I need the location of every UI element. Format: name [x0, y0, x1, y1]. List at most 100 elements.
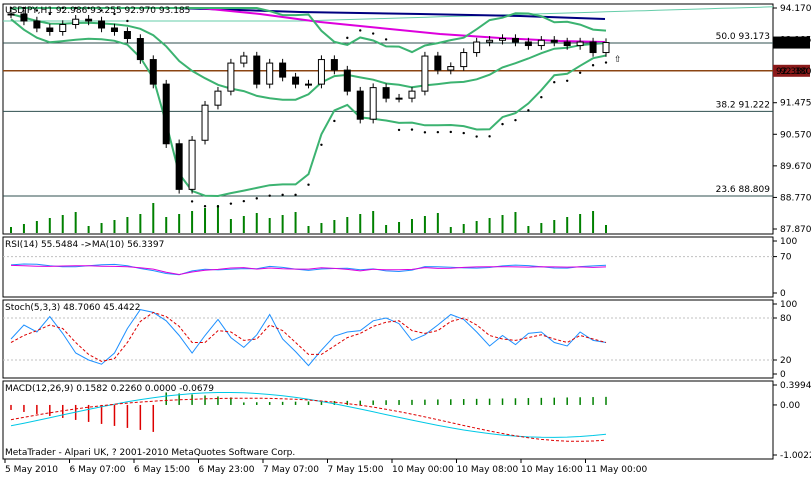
sar-dot — [436, 130, 440, 134]
price-axis-label: 94.170 — [780, 4, 811, 14]
panel-frame-3 — [2, 380, 774, 460]
candle-body — [175, 143, 183, 190]
sar-dot — [578, 71, 582, 75]
time-axis-label: 7 May 15:00 — [328, 465, 384, 475]
time-axis-label: 6 May 07:00 — [70, 465, 126, 475]
candle-body — [305, 83, 312, 86]
sar-dot — [268, 194, 271, 197]
candle-body — [279, 62, 287, 78]
fib-level-label: 50.0 93.173 — [716, 32, 770, 42]
candle-body — [460, 52, 468, 68]
candle-body — [576, 41, 584, 47]
sar-dot — [591, 64, 595, 67]
buy-arrow-icon: ⇧ — [614, 55, 622, 65]
candle-body — [162, 83, 170, 145]
sar-dot — [294, 193, 297, 197]
sar-dot — [604, 61, 608, 64]
sar-dot — [100, 9, 103, 12]
sar-dot — [216, 205, 220, 208]
sar-dot — [565, 79, 569, 82]
sar-dot — [281, 193, 284, 197]
sar-dot — [307, 183, 310, 186]
sar-dot — [449, 130, 452, 134]
time-axis-label: 6 May 15:00 — [134, 465, 190, 475]
candle-body — [72, 18, 80, 25]
candle-body — [499, 38, 507, 41]
sar-dot — [553, 80, 556, 84]
candle-body — [201, 104, 209, 141]
price-axis-label: 93.185 — [780, 36, 811, 46]
sar-dot — [410, 128, 414, 131]
rsi-ma-line — [10, 264, 607, 276]
candle-body — [7, 13, 15, 16]
candle-body — [20, 13, 28, 22]
sar-dot — [527, 109, 530, 112]
sar-dot — [333, 119, 336, 123]
price-axis-label: 91.475 — [780, 99, 811, 109]
candle-body — [85, 18, 93, 22]
candle-body — [110, 27, 118, 33]
current-price-tag — [773, 36, 810, 49]
candle-body — [46, 27, 54, 33]
candle-body — [524, 41, 532, 47]
sar-dot — [423, 131, 427, 134]
hline-price-value: 92.380 — [776, 67, 808, 77]
candle-body — [292, 76, 300, 85]
sar-dot — [126, 19, 129, 23]
candle-body — [188, 139, 196, 190]
sar-dot — [359, 29, 362, 32]
candle-body — [408, 90, 416, 99]
candle-body — [240, 55, 248, 64]
candle-body — [343, 69, 351, 92]
candle-body — [98, 20, 106, 29]
copyright-note: MetaTrader - Alpari UK, ? 2001-2010 Meta… — [5, 448, 295, 458]
candle-body — [421, 55, 429, 92]
sar-dot — [462, 131, 465, 135]
candle-body — [511, 38, 519, 43]
time-axis-label: 6 May 23:00 — [199, 465, 255, 475]
price-axis-label: 89.670 — [780, 162, 811, 172]
time-axis-label: 5 May 2010 — [5, 465, 58, 475]
candle-body — [434, 55, 442, 71]
candle-body — [395, 97, 403, 100]
sar-dot — [540, 96, 543, 99]
sar-dot — [22, 6, 26, 10]
sar-dot — [346, 36, 349, 40]
stoch-axis-label: 80 — [780, 314, 792, 324]
sar-dot — [190, 200, 194, 203]
hline-price-tag — [773, 64, 810, 77]
sar-dot — [320, 143, 323, 146]
fib-level-label: 38.2 91.222 — [716, 100, 770, 110]
candle-body — [486, 39, 494, 43]
sar-dot — [514, 118, 517, 122]
sar-dot — [501, 122, 504, 126]
stoch-axis-label: 100 — [780, 300, 797, 310]
candle-body — [33, 20, 41, 29]
macd-main-line — [10, 397, 607, 442]
candle-body — [369, 87, 377, 120]
sar-dot — [475, 135, 478, 138]
sar-dot — [488, 135, 491, 138]
bollinger-upper-band — [10, 7, 607, 54]
rsi-axis-label: 100 — [780, 237, 797, 247]
candle-body — [59, 23, 67, 33]
sar-dot — [61, 6, 64, 10]
candle-body — [473, 41, 481, 54]
candle-body — [602, 42, 610, 54]
candle-body — [253, 55, 261, 85]
panel-frame-2 — [2, 299, 774, 379]
candle-body — [589, 41, 597, 54]
sar-dot — [229, 202, 233, 205]
stoch-axis-label: 20 — [780, 356, 792, 366]
bollinger-lower-band — [10, 18, 607, 198]
time-axis-label: 7 May 07:00 — [263, 465, 319, 475]
sar-dot — [384, 38, 388, 41]
macd-axis-label: 0.3994 — [780, 381, 811, 391]
time-axis-label: 10 May 16:00 — [521, 465, 583, 475]
sar-dot — [87, 6, 90, 10]
candle-body — [123, 31, 131, 40]
candle-body — [563, 41, 571, 47]
candle-body — [382, 87, 390, 99]
